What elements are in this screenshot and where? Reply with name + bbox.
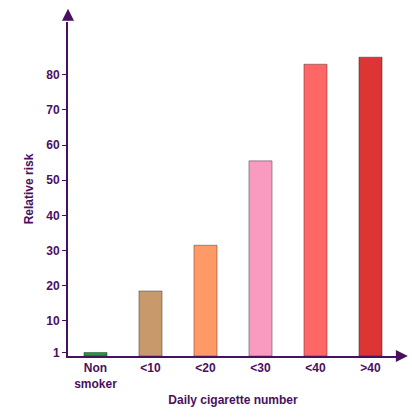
svg-text:<20: <20 xyxy=(195,361,216,375)
svg-text:40: 40 xyxy=(46,209,60,223)
svg-text:80: 80 xyxy=(46,68,60,82)
svg-text:<30: <30 xyxy=(250,361,271,375)
svg-text:Nonsmoker: Nonsmoker xyxy=(74,361,117,391)
svg-text:<40: <40 xyxy=(305,361,326,375)
svg-text:>40: >40 xyxy=(360,361,381,375)
svg-text:Daily cigarette number: Daily cigarette number xyxy=(168,393,298,407)
svg-text:70: 70 xyxy=(46,103,60,117)
svg-text:Relative risk: Relative risk xyxy=(22,153,36,224)
svg-text:<10: <10 xyxy=(140,361,161,375)
svg-text:30: 30 xyxy=(46,244,60,258)
svg-text:10: 10 xyxy=(46,314,60,328)
svg-text:1: 1 xyxy=(53,346,60,360)
svg-text:50: 50 xyxy=(46,173,60,187)
svg-text:60: 60 xyxy=(46,138,60,152)
svg-text:20: 20 xyxy=(46,279,60,293)
